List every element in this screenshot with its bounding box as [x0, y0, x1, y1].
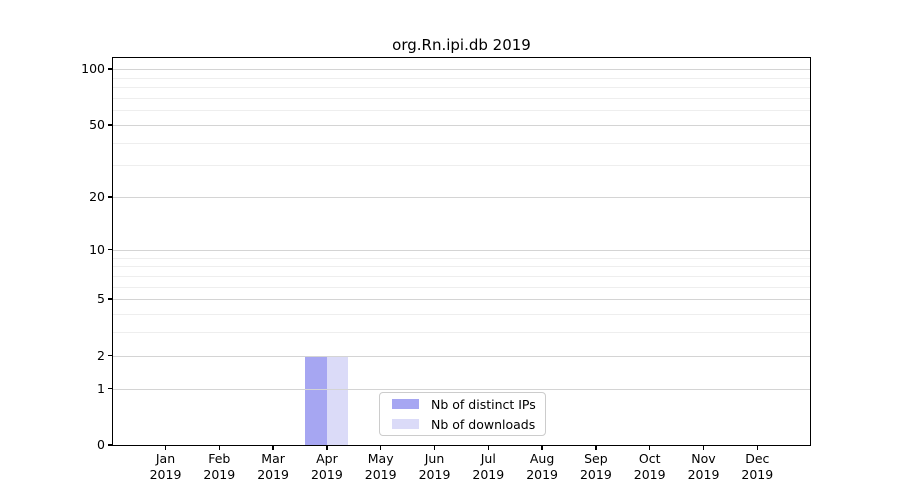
x-tick-label-year: 2019: [741, 467, 774, 482]
legend-swatch-distinct-ips: [392, 399, 419, 409]
gridline-major: [113, 124, 810, 126]
gridline-minor: [113, 266, 810, 268]
x-tick-label-month: Dec: [745, 451, 770, 466]
x-tick-label-year: 2019: [310, 467, 343, 482]
x-tick-label-year: 2019: [687, 467, 720, 482]
x-tick-label-month: May: [367, 451, 394, 466]
legend-label-distinct-ips: Nb of distinct IPs: [431, 396, 536, 412]
y-tick-label: 20: [89, 189, 105, 205]
y-tick: [108, 444, 113, 446]
x-tick-label-year: 2019: [633, 467, 666, 482]
bar: [305, 355, 327, 445]
x-tick-label: May 2019: [341, 451, 421, 483]
bar: [326, 355, 349, 445]
x-tick-label: Apr 2019: [287, 451, 367, 483]
gridline-minor: [113, 313, 810, 315]
x-tick-label: Nov 2019: [664, 451, 744, 483]
y-tick: [108, 298, 113, 300]
gridline-minor: [113, 77, 810, 79]
x-tick-label: Mar 2019: [233, 451, 313, 483]
y-tick: [108, 124, 113, 126]
x-tick-label-year: 2019: [472, 467, 505, 482]
x-tick-label-year: 2019: [203, 467, 236, 482]
gridline-major: [113, 69, 810, 71]
legend-label-downloads: Nb of downloads: [431, 416, 536, 432]
y-tick: [108, 248, 113, 251]
gridline-minor: [113, 97, 810, 99]
legend: Nb of distinct IPs Nb of downloads: [379, 392, 546, 436]
x-tick-label-month: Aug: [529, 451, 555, 466]
y-tick-label: 2: [97, 347, 105, 363]
gridline-minor: [113, 87, 810, 89]
gridline-major: [113, 388, 810, 390]
x-tick: [164, 445, 167, 450]
x-tick: [702, 445, 705, 450]
x-tick-label-month: Jan: [155, 451, 176, 466]
x-tick-label: Feb 2019: [179, 451, 259, 483]
y-tick-label: 5: [97, 291, 105, 307]
x-tick: [272, 445, 274, 450]
x-tick-label: Aug 2019: [502, 451, 582, 483]
x-tick-label-month: Mar: [261, 451, 285, 466]
x-tick-label-year: 2019: [418, 467, 451, 482]
gridline-minor: [113, 332, 810, 334]
legend-item-distinct-ips: Nb of distinct IPs: [386, 397, 539, 412]
y-tick: [108, 196, 113, 198]
x-tick-label-month: Nov: [691, 451, 716, 466]
x-tick-label-month: Feb: [208, 451, 231, 466]
x-tick-label-year: 2019: [149, 467, 182, 482]
x-tick-label: Jan 2019: [126, 451, 206, 483]
x-tick-label-month: Sep: [584, 451, 608, 466]
legend-swatch-downloads: [392, 419, 419, 429]
x-tick: [487, 445, 490, 450]
y-tick-label: 1: [97, 380, 105, 396]
x-tick: [326, 445, 328, 450]
x-tick-label-year: 2019: [257, 467, 289, 482]
y-tick: [108, 68, 113, 70]
x-tick-label-month: Oct: [638, 451, 661, 466]
chart-title: org.Rn.ipi.db 2019: [392, 36, 531, 54]
x-tick: [756, 445, 759, 450]
x-tick: [648, 445, 651, 450]
x-tick: [541, 445, 543, 450]
y-tick: [108, 354, 113, 357]
x-tick-label-year: 2019: [579, 467, 612, 482]
x-tick-label-month: Jul: [480, 451, 496, 466]
gridline-minor: [113, 110, 810, 112]
gridline-minor: [113, 165, 810, 167]
gridline-minor: [113, 275, 810, 277]
gridline-minor: [113, 286, 810, 288]
x-tick-label: Dec 2019: [717, 451, 797, 483]
x-tick-label-year: 2019: [526, 467, 558, 482]
y-tick-label: 0: [97, 437, 105, 452]
gridline-major: [113, 249, 810, 251]
gridline-minor: [113, 257, 810, 259]
gridline-major: [113, 299, 810, 301]
y-tick-label: 10: [89, 241, 105, 257]
x-tick-label-month: Jun: [424, 451, 445, 466]
x-tick: [218, 445, 221, 450]
gridline-major: [113, 197, 810, 199]
x-tick: [379, 445, 382, 450]
gridline-major: [113, 355, 810, 357]
x-tick-label-month: Apr: [316, 451, 338, 466]
gridline-minor: [113, 142, 810, 144]
x-tick-label-year: 2019: [364, 467, 397, 482]
x-tick: [595, 445, 597, 450]
x-tick-label: Jul 2019: [448, 451, 528, 483]
x-tick-label: Jun 2019: [395, 451, 475, 483]
x-tick-label: Sep 2019: [556, 451, 636, 483]
x-tick-label: Oct 2019: [610, 451, 690, 483]
y-tick-label: 100: [81, 61, 105, 77]
y-tick: [108, 387, 113, 390]
x-tick: [433, 445, 436, 450]
legend-item-downloads: Nb of downloads: [386, 417, 539, 432]
y-tick-label: 50: [89, 116, 105, 132]
